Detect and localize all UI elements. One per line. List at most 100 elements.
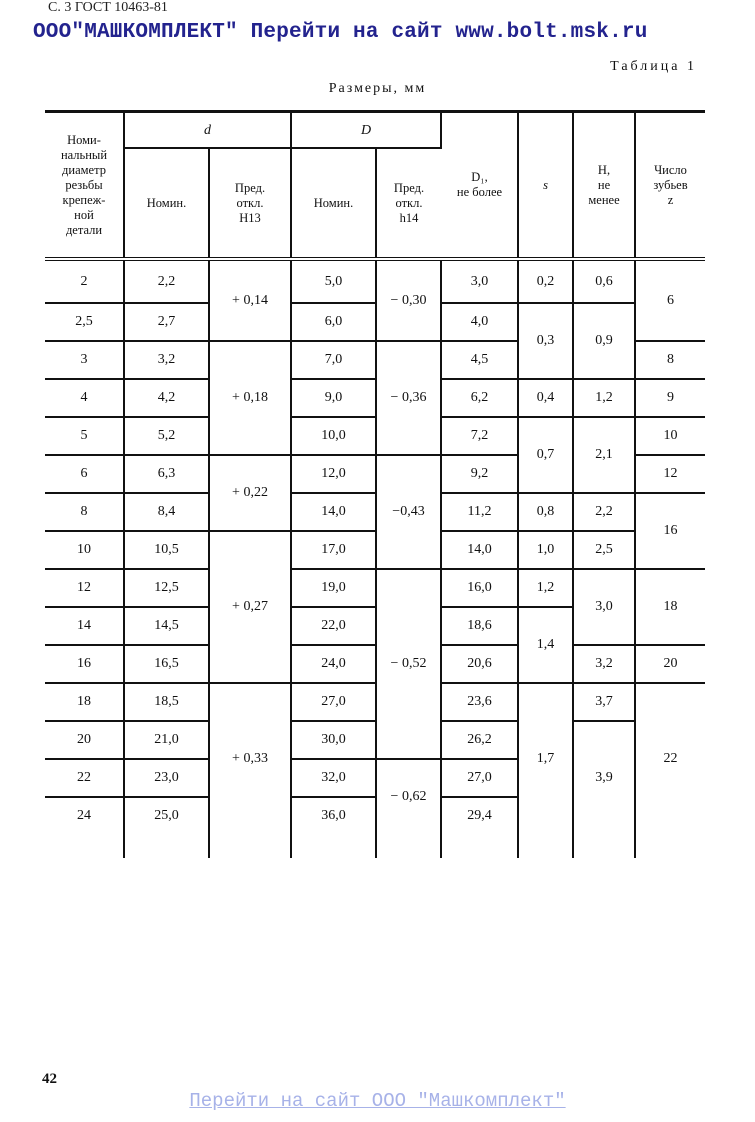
table-number: Таблица 1 xyxy=(610,59,697,74)
cell-D-nom: 19,0 xyxy=(291,569,377,608)
cell-s: 0,4 xyxy=(518,379,574,418)
cell-D-nom: 7,0 xyxy=(291,341,377,380)
cell-D-nom: 10,0 xyxy=(291,417,377,456)
cell-D-nom: 5,0 xyxy=(291,259,377,304)
cell-D-tol: − 0,36 xyxy=(376,341,442,456)
cell-nominal: 18 xyxy=(45,683,125,722)
cell-D-nom: 12,0 xyxy=(291,455,377,494)
dimensions-table: Номи- нальный диаметр резьбы крепеж- ной… xyxy=(45,110,705,858)
cell-d-nom: 14,5 xyxy=(124,607,210,646)
col-group-D: D xyxy=(291,111,442,149)
site-link[interactable]: Перейти на сайт ООО "Машкомплект" xyxy=(189,1090,566,1112)
cell-H: 2,1 xyxy=(573,417,636,494)
col-nominal-diameter: Номи- нальный диаметр резьбы крепеж- ной… xyxy=(45,111,125,261)
cell-D-tol: − 0,52 xyxy=(376,569,442,760)
cell-D-tol: −0,43 xyxy=(376,455,442,570)
cell-nominal: 3 xyxy=(45,341,125,380)
cell-D1: 9,2 xyxy=(441,455,519,494)
cell-d-tol: + 0,18 xyxy=(209,341,292,456)
cell-nominal: 2 xyxy=(45,259,125,304)
cell-D-nom: 17,0 xyxy=(291,531,377,570)
cell-D1: 14,0 xyxy=(441,531,519,570)
cell-D-nom: 9,0 xyxy=(291,379,377,418)
cell-z: 6 xyxy=(635,259,705,342)
cell-D-nom: 14,0 xyxy=(291,493,377,532)
cell-d-nom: 12,5 xyxy=(124,569,210,608)
cell-d-tol: + 0,27 xyxy=(209,531,292,684)
cell-d-nom: 21,0 xyxy=(124,721,210,760)
cell-z: 8 xyxy=(635,341,705,380)
cell-D1: 4,0 xyxy=(441,303,519,342)
cell-D-nom: 36,0 xyxy=(291,797,377,834)
cell-D1: 3,0 xyxy=(441,259,519,304)
cell-D1: 18,6 xyxy=(441,607,519,646)
cell-d-nom: 2,2 xyxy=(124,259,210,304)
table-row: 24 25,0 36,0 29,4 xyxy=(45,797,705,834)
empty-cell xyxy=(124,834,210,858)
cell-D1: 23,6 xyxy=(441,683,519,722)
cell-s: 1,7 xyxy=(518,683,574,834)
empty-cell xyxy=(291,834,377,858)
cell-z: 9 xyxy=(635,379,705,418)
cell-s: 1,2 xyxy=(518,569,574,608)
cell-nominal: 2,5 xyxy=(45,303,125,342)
cell-d-nom: 4,2 xyxy=(124,379,210,418)
cell-nominal: 10 xyxy=(45,531,125,570)
table-row: 5 5,2 10,0 7,2 0,7 2,1 10 xyxy=(45,417,705,494)
table-row: 12 12,5 19,0 − 0,52 16,0 1,2 3,0 18 xyxy=(45,569,705,760)
cell-z: 12 xyxy=(635,455,705,494)
col-d-tol: Пред. откл. H13 xyxy=(209,148,292,261)
cell-s: 0,7 xyxy=(518,417,574,494)
table-row: 16 16,5 24,0 20,6 3,2 20 xyxy=(45,645,705,684)
cell-D-tol: − 0,30 xyxy=(376,259,442,342)
cell-z: 10 xyxy=(635,417,705,456)
cell-d-nom: 3,2 xyxy=(124,341,210,380)
cell-nominal: 16 xyxy=(45,645,125,684)
cell-D1: 4,5 xyxy=(441,341,519,380)
cell-nominal: 8 xyxy=(45,493,125,532)
cell-D-nom: 32,0 xyxy=(291,759,377,798)
page-number: 42 xyxy=(42,1071,57,1087)
cell-nominal: 22 xyxy=(45,759,125,798)
watermark-link[interactable]: ООО"МАШКОМПЛЕКТ" Перейти на сайт www.bol… xyxy=(33,21,648,44)
cell-D-nom: 6,0 xyxy=(291,303,377,342)
cell-D1: 29,4 xyxy=(441,797,519,834)
col-D1: D₁, не более xyxy=(441,111,519,261)
cell-D-nom: 22,0 xyxy=(291,607,377,646)
cell-d-tol: + 0,22 xyxy=(209,455,292,532)
empty-cell xyxy=(45,834,125,858)
cell-z: 18 xyxy=(635,569,705,646)
cell-d-nom: 23,0 xyxy=(124,759,210,798)
table-row: 10 10,5 + 0,27 17,0 14,0 1,0 2,5 xyxy=(45,531,705,684)
empty-cell xyxy=(518,834,574,858)
col-group-d: d xyxy=(124,111,292,149)
cell-D1: 11,2 xyxy=(441,493,519,532)
table-trailing-space xyxy=(45,834,705,858)
cell-D1: 26,2 xyxy=(441,721,519,760)
table-row: 20 21,0 30,0 26,2 3,9 xyxy=(45,721,705,834)
cell-H: 1,2 xyxy=(573,379,636,418)
cell-d-nom: 5,2 xyxy=(124,417,210,456)
cell-s: 0,3 xyxy=(518,303,574,380)
cell-H: 0,6 xyxy=(573,259,636,304)
table-row: 8 8,4 14,0 11,2 0,8 2,2 16 xyxy=(45,493,705,570)
cell-nominal: 14 xyxy=(45,607,125,646)
cell-D-nom: 30,0 xyxy=(291,721,377,760)
col-d-nom: Номин. xyxy=(124,148,210,261)
cell-H: 3,2 xyxy=(573,645,636,684)
cell-D1: 16,0 xyxy=(441,569,519,608)
table-row: 3 3,2 + 0,18 7,0 − 0,36 4,5 8 xyxy=(45,341,705,456)
table-row: 2 2,2 + 0,14 5,0 − 0,30 3,0 0,2 0,6 6 xyxy=(45,259,705,342)
cell-D1: 20,6 xyxy=(441,645,519,684)
cell-H: 3,7 xyxy=(573,683,636,722)
cell-s: 0,8 xyxy=(518,493,574,532)
empty-cell xyxy=(441,834,519,858)
cell-d-nom: 18,5 xyxy=(124,683,210,722)
cell-d-nom: 2,7 xyxy=(124,303,210,342)
col-z: Число зубьев z xyxy=(635,111,705,261)
empty-cell xyxy=(209,834,292,858)
cell-D-tol: − 0,62 xyxy=(376,759,442,834)
cell-H: 2,5 xyxy=(573,531,636,570)
cell-nominal: 5 xyxy=(45,417,125,456)
table-row: 18 18,5 + 0,33 27,0 23,6 1,7 3,7 22 xyxy=(45,683,705,834)
